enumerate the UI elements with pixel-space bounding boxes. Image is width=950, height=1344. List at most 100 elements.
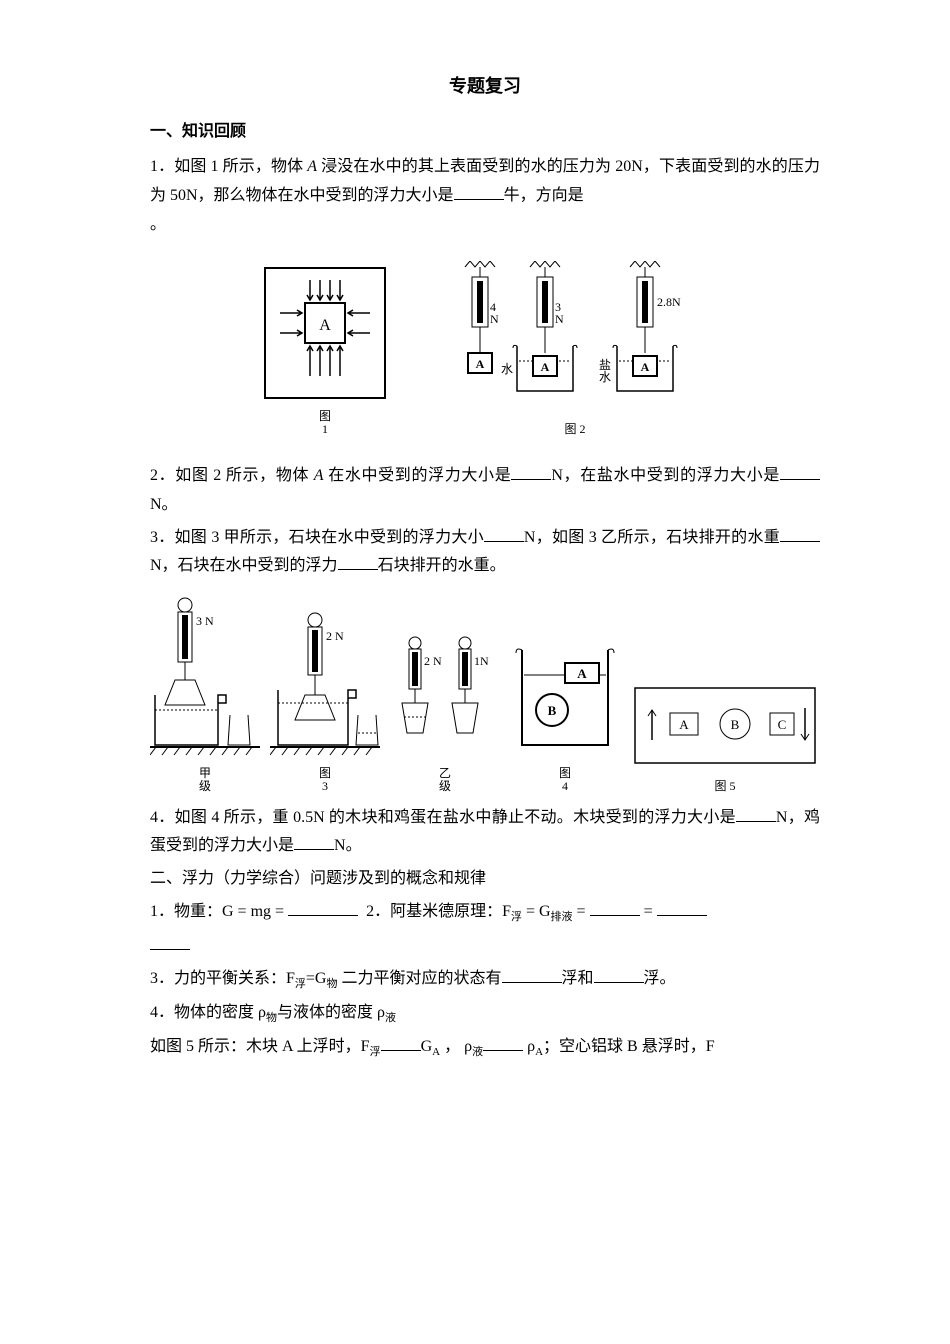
- c1-blank-2: [590, 899, 640, 916]
- fig1-top-arrows: [307, 280, 343, 300]
- c1-sub-fu: 浮: [511, 911, 522, 923]
- q2-text-d: N。: [150, 496, 178, 513]
- fig2-scale-1: 4N A: [465, 261, 499, 373]
- fig3c-val2: 1N: [474, 654, 489, 668]
- fig3a-val: 3 N: [196, 614, 214, 628]
- c1-blank-1: [288, 899, 358, 916]
- figure-2: 4N A 3N: [430, 261, 720, 436]
- fig3b-val: 2 N: [326, 629, 344, 643]
- q1-blank-1: [454, 183, 504, 200]
- c4-text-b: 与液体的密度 ρ: [277, 1004, 385, 1021]
- c3-blank-2: [594, 966, 644, 983]
- figure-3c: 2 N 1N 乙 级: [390, 625, 500, 793]
- fig2-val-2: 3N: [555, 300, 564, 326]
- fig4-caption: 图 4: [510, 767, 620, 793]
- c5-sub-fu: 浮: [370, 1046, 381, 1058]
- c5-text-b: G: [421, 1038, 433, 1055]
- fig2-salt-label: 盐水: [599, 358, 611, 384]
- section-1-heading: 一、知识回顾: [150, 118, 820, 147]
- q3-text-c: N，石块在水中受到的浮力: [150, 557, 338, 574]
- figure-row-1: A: [150, 258, 820, 436]
- question-4: 4．如图 4 所示，重 0.5N 的木块和鸡蛋在盐水中静止不动。木块受到的浮力大…: [150, 804, 820, 862]
- q1-text-a: 1．如图 1 所示，物体: [150, 158, 307, 175]
- c5-sub-A: A: [432, 1046, 440, 1058]
- section-2-heading: 二、浮力（力学综合）问题涉及到的概念和规律: [150, 865, 820, 894]
- concept-3: 3．力的平衡关系：F浮=G物 二力平衡对应的状态有浮和浮。: [150, 965, 820, 995]
- c3-text-b: =G: [306, 970, 327, 987]
- c3-sub-fu: 浮: [295, 978, 306, 990]
- figure-4: A B 图 4: [510, 635, 620, 793]
- q2-italic-A: A: [314, 467, 324, 484]
- fig2-A2: A: [541, 360, 550, 374]
- c1-text-c: = G: [522, 903, 551, 920]
- q4-text-a: 4．如图 4 所示，重 0.5N 的木块和鸡蛋在盐水中静止不动。木块受到的浮力大…: [150, 809, 736, 826]
- c4-text-a: 4．物体的密度 ρ: [150, 1004, 266, 1021]
- figure-1: A: [250, 258, 400, 436]
- fig2-val-3: 2.8N: [657, 295, 681, 309]
- concept-4: 4．物体的密度 ρ物与液体的密度 ρ液: [150, 999, 820, 1029]
- c5-text-c: ， ρ: [440, 1038, 472, 1055]
- question-3: 3．如图 3 甲所示，石块在水中受到的浮力大小 N，如图 3 乙所示，石块排开的水…: [150, 524, 820, 582]
- c5-text-d: ρ: [523, 1038, 535, 1055]
- q1-text-c: 牛，方向是: [504, 187, 584, 204]
- figure-5: A B C 图 5: [630, 678, 820, 793]
- fig2-val-1: 4N: [490, 300, 499, 326]
- concept-5: 如图 5 所示：木块 A 上浮时，F浮GA ， ρ液 ρA；空心铝球 B 悬浮时…: [150, 1033, 820, 1063]
- c1-text-e: =: [640, 903, 657, 920]
- figure-2-svg: 4N A 3N: [430, 261, 720, 421]
- c5-sub-ye: 液: [472, 1046, 483, 1058]
- c3-text-e: 浮。: [644, 970, 676, 987]
- fig2-A1: A: [476, 357, 485, 371]
- q3-blank-1: [484, 525, 524, 542]
- q2-text-b: 在水中受到的浮力大小是: [324, 467, 512, 484]
- figure-3b-svg: 2 N: [270, 595, 380, 765]
- c5-blank-2: [483, 1034, 523, 1051]
- fig1-right-arrows: [348, 310, 370, 336]
- figure-row-2: 3 N 甲 级 2 N: [150, 595, 820, 793]
- page: 专题复习 一、知识回顾 1．如图 1 所示，物体 A 浸没在水中的其上表面受到的…: [70, 0, 880, 1117]
- c4-sub-wu: 物: [266, 1012, 277, 1024]
- q4-blank-1: [736, 805, 776, 822]
- fig2-water-label: 水: [501, 362, 513, 376]
- c3-blank-1: [502, 966, 562, 983]
- figure-5-svg: A B C: [630, 678, 820, 778]
- q1-period: 。: [150, 211, 820, 240]
- page-title: 专题复习: [150, 70, 820, 102]
- fig1-caption: 图 1: [250, 410, 400, 436]
- c3-text-c: 二力平衡对应的状态有: [337, 970, 501, 987]
- fig5-caption: 图 5: [630, 780, 820, 793]
- figure-3a-svg: 3 N: [150, 595, 260, 765]
- c1-text-d: =: [573, 903, 590, 920]
- q2-blank-1: [511, 463, 551, 480]
- question-2: 2．如图 2 所示，物体 A 在水中受到的浮力大小是 N，在盐水中受到的浮力大小是…: [150, 462, 820, 520]
- q2-text-c: N，在盐水中受到的浮力大小是: [551, 467, 780, 484]
- fig1-bottom-arrows: [307, 346, 343, 376]
- fig2-A3: A: [641, 360, 650, 374]
- fig5-C: C: [778, 717, 787, 732]
- concept-1-2: 1．物重：G = mg = 2．阿基米德原理：F浮 = G排液 = =: [150, 898, 820, 928]
- q1-italic-A: A: [307, 158, 317, 175]
- figure-4-svg: A B: [510, 635, 620, 765]
- q3-text-b: N，如图 3 乙所示，石块排开的水重: [524, 529, 780, 546]
- fig4-B: B: [548, 703, 557, 718]
- fig3c-caption: 乙 级: [390, 767, 500, 793]
- q3-blank-2: [780, 525, 820, 542]
- c1-text-b: 2．阿基米德原理：F: [366, 903, 511, 920]
- q2-text-a: 2．如图 2 所示，物体: [150, 467, 314, 484]
- figure-3c-svg: 2 N 1N: [390, 625, 500, 765]
- fig2-scale-3: 2.8N A 盐水: [599, 261, 681, 391]
- c1-blank-3: [657, 899, 707, 916]
- c3-sub-wu: 物: [326, 978, 337, 990]
- c5-sub-A2: A: [535, 1046, 543, 1058]
- fig3-mid-caption: 图 3: [270, 767, 380, 793]
- concept-1-2-tail: [150, 932, 820, 961]
- question-1: 1．如图 1 所示，物体 A 浸没在水中的其上表面受到的水的压力为 20N，下表…: [150, 153, 820, 211]
- c5-text-a: 如图 5 所示：木块 A 上浮时，F: [150, 1038, 370, 1055]
- q3-text-a: 3．如图 3 甲所示，石块在水中受到的浮力大小: [150, 529, 484, 546]
- fig2-scale-2: 3N A 水: [501, 261, 577, 391]
- q3-blank-3: [338, 553, 378, 570]
- c3-text-a: 3．力的平衡关系：F: [150, 970, 295, 987]
- c5-text-e: ；空心铝球 B 悬浮时，F: [543, 1038, 715, 1055]
- fig3a-caption: 甲 级: [150, 767, 260, 793]
- fig5-B: B: [731, 717, 740, 732]
